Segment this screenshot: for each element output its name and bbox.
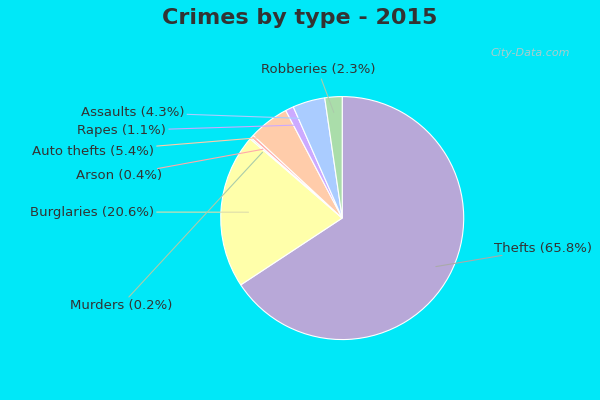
Wedge shape: [250, 138, 342, 218]
Text: Crimes by type - 2015: Crimes by type - 2015: [163, 8, 437, 28]
Wedge shape: [325, 96, 342, 218]
Text: Murders (0.2%): Murders (0.2%): [70, 152, 263, 312]
Wedge shape: [251, 135, 342, 218]
Wedge shape: [221, 139, 342, 285]
Text: Thefts (65.8%): Thefts (65.8%): [436, 242, 592, 266]
Wedge shape: [253, 110, 342, 218]
Wedge shape: [286, 107, 342, 218]
Wedge shape: [241, 96, 464, 340]
Text: Burglaries (20.6%): Burglaries (20.6%): [30, 206, 248, 218]
Text: Robberies (2.3%): Robberies (2.3%): [260, 63, 375, 112]
Wedge shape: [293, 98, 342, 218]
Text: Rapes (1.1%): Rapes (1.1%): [77, 124, 295, 137]
Text: Auto thefts (5.4%): Auto thefts (5.4%): [32, 136, 277, 158]
Text: City-Data.com: City-Data.com: [491, 48, 570, 58]
Text: Assaults (4.3%): Assaults (4.3%): [81, 106, 311, 119]
Text: Arson (0.4%): Arson (0.4%): [76, 149, 263, 182]
